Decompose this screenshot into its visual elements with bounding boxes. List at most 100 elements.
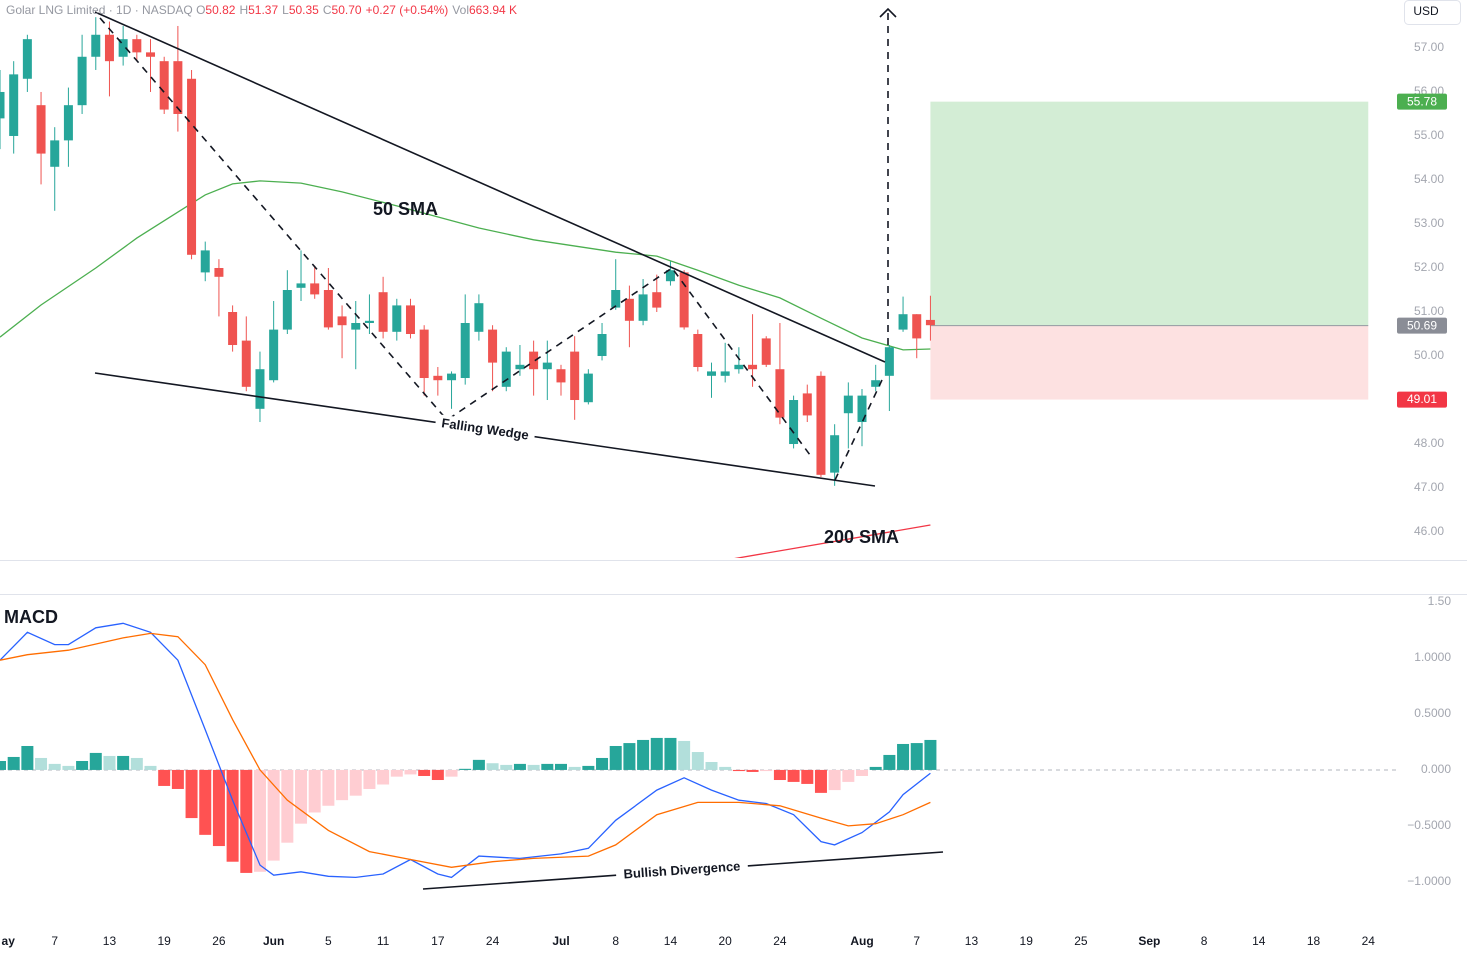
histogram-bar bbox=[472, 759, 485, 770]
x-tick-label: 8 bbox=[1201, 934, 1208, 948]
candle-body bbox=[884, 347, 894, 376]
histogram-bar bbox=[691, 752, 704, 770]
candle-body bbox=[515, 364, 525, 370]
candle-body bbox=[624, 298, 634, 321]
histogram-bar bbox=[883, 754, 896, 770]
histogram-bar bbox=[336, 769, 349, 801]
candle-body bbox=[679, 272, 689, 328]
y-tick-label: −0.5000 bbox=[1407, 818, 1451, 832]
histogram-bar bbox=[910, 743, 923, 770]
x-tick-label: 18 bbox=[1307, 934, 1321, 948]
sma-line bbox=[0, 180, 931, 351]
histogram-bar bbox=[349, 769, 362, 796]
histogram-bar bbox=[445, 769, 458, 777]
x-tick-label: Aug bbox=[850, 934, 873, 948]
x-tick-label: 14 bbox=[1252, 934, 1266, 948]
histogram-bar bbox=[486, 763, 499, 770]
candle-body bbox=[857, 395, 867, 423]
histogram-bar bbox=[541, 763, 554, 770]
field-value: 50.82 bbox=[205, 3, 236, 17]
candle-body bbox=[118, 39, 128, 57]
candle-body bbox=[364, 320, 374, 324]
histogram-bar bbox=[746, 769, 759, 772]
arrow-head bbox=[879, 7, 897, 18]
candle-body bbox=[241, 340, 251, 387]
candle-body bbox=[323, 290, 333, 328]
candle-body bbox=[652, 292, 662, 308]
candle-body bbox=[665, 270, 675, 282]
price-label: 55.78 bbox=[1407, 94, 1437, 108]
y-tick-label: 0.000 bbox=[1421, 762, 1451, 776]
x-tick-label: 24 bbox=[1362, 934, 1376, 948]
histogram-bar bbox=[103, 755, 116, 770]
x-tick-label: 19 bbox=[158, 934, 172, 948]
change: +0.27 (+0.54%) bbox=[365, 3, 449, 17]
loss-zone bbox=[930, 325, 1369, 400]
candle-body bbox=[802, 393, 812, 416]
x-tick-label: 7 bbox=[913, 934, 920, 948]
candle-body bbox=[269, 329, 279, 381]
histogram-bar bbox=[678, 740, 691, 770]
candle-body bbox=[843, 395, 853, 414]
candle-body bbox=[405, 305, 415, 335]
histogram-bar bbox=[554, 763, 567, 770]
histogram-bar bbox=[48, 763, 61, 770]
candle-body bbox=[255, 369, 265, 409]
candle-body bbox=[501, 351, 511, 387]
y-tick-label: 1.50 bbox=[1428, 594, 1452, 608]
histogram-bar bbox=[185, 769, 198, 819]
candle-body bbox=[775, 369, 785, 418]
candle-body bbox=[159, 61, 169, 110]
histogram-bar bbox=[828, 769, 841, 791]
candle-body bbox=[748, 364, 758, 370]
x-tick-label: 13 bbox=[103, 934, 117, 948]
x-tick-label: 8 bbox=[612, 934, 619, 948]
legend-header: Golar LNG Limited · 1D · NASDAQ O50.82 H5… bbox=[6, 3, 521, 17]
histogram-bar bbox=[897, 743, 910, 770]
histogram-bar bbox=[130, 757, 143, 770]
histogram-bar bbox=[431, 769, 444, 781]
price-label-box bbox=[1397, 317, 1447, 334]
candle-body bbox=[337, 316, 347, 326]
currency[interactable]: USD bbox=[1413, 4, 1439, 18]
histogram-bar bbox=[21, 745, 34, 770]
field-value: 50.35 bbox=[288, 3, 319, 17]
candle-body bbox=[529, 351, 539, 370]
candle-body bbox=[734, 364, 744, 370]
histogram-bar bbox=[760, 769, 773, 772]
candle-body bbox=[925, 319, 935, 326]
currency-box[interactable] bbox=[1404, 0, 1461, 25]
histogram-bar bbox=[527, 764, 540, 770]
x-tick-label: 25 bbox=[1074, 934, 1088, 948]
candle-body bbox=[36, 105, 46, 154]
candle-body bbox=[173, 61, 183, 114]
candle-body bbox=[214, 267, 224, 277]
x-tick-label: 20 bbox=[719, 934, 733, 948]
wedge-label-group: Falling Wedge bbox=[434, 413, 536, 447]
sma50-label: 50 SMA bbox=[373, 199, 438, 219]
profit-zone bbox=[930, 101, 1369, 326]
candle-body bbox=[638, 294, 648, 321]
field-value: 50.70 bbox=[331, 3, 362, 17]
histogram-bar bbox=[35, 757, 48, 770]
y-tick-label: 51.00 bbox=[1414, 304, 1444, 318]
y-tick-label: −1.0000 bbox=[1407, 874, 1451, 888]
histogram-bar bbox=[459, 768, 472, 770]
candle-body bbox=[433, 375, 443, 381]
sma-line bbox=[734, 524, 931, 558]
histogram-bar bbox=[500, 764, 513, 770]
y-tick-label: 46.00 bbox=[1414, 524, 1444, 538]
macd-line bbox=[0, 622, 931, 879]
y-tick-label: 1.0000 bbox=[1414, 650, 1451, 664]
macd-line bbox=[0, 632, 931, 868]
candle-body bbox=[228, 312, 238, 346]
x-tick-label: 14 bbox=[664, 934, 678, 948]
x-tick-label: 7 bbox=[51, 934, 58, 948]
histogram-bar bbox=[513, 763, 526, 770]
candle-body bbox=[187, 78, 197, 255]
histogram-bar bbox=[664, 737, 677, 770]
candle-body bbox=[706, 371, 716, 376]
histogram-bar bbox=[582, 765, 595, 770]
candle-body bbox=[132, 39, 142, 53]
